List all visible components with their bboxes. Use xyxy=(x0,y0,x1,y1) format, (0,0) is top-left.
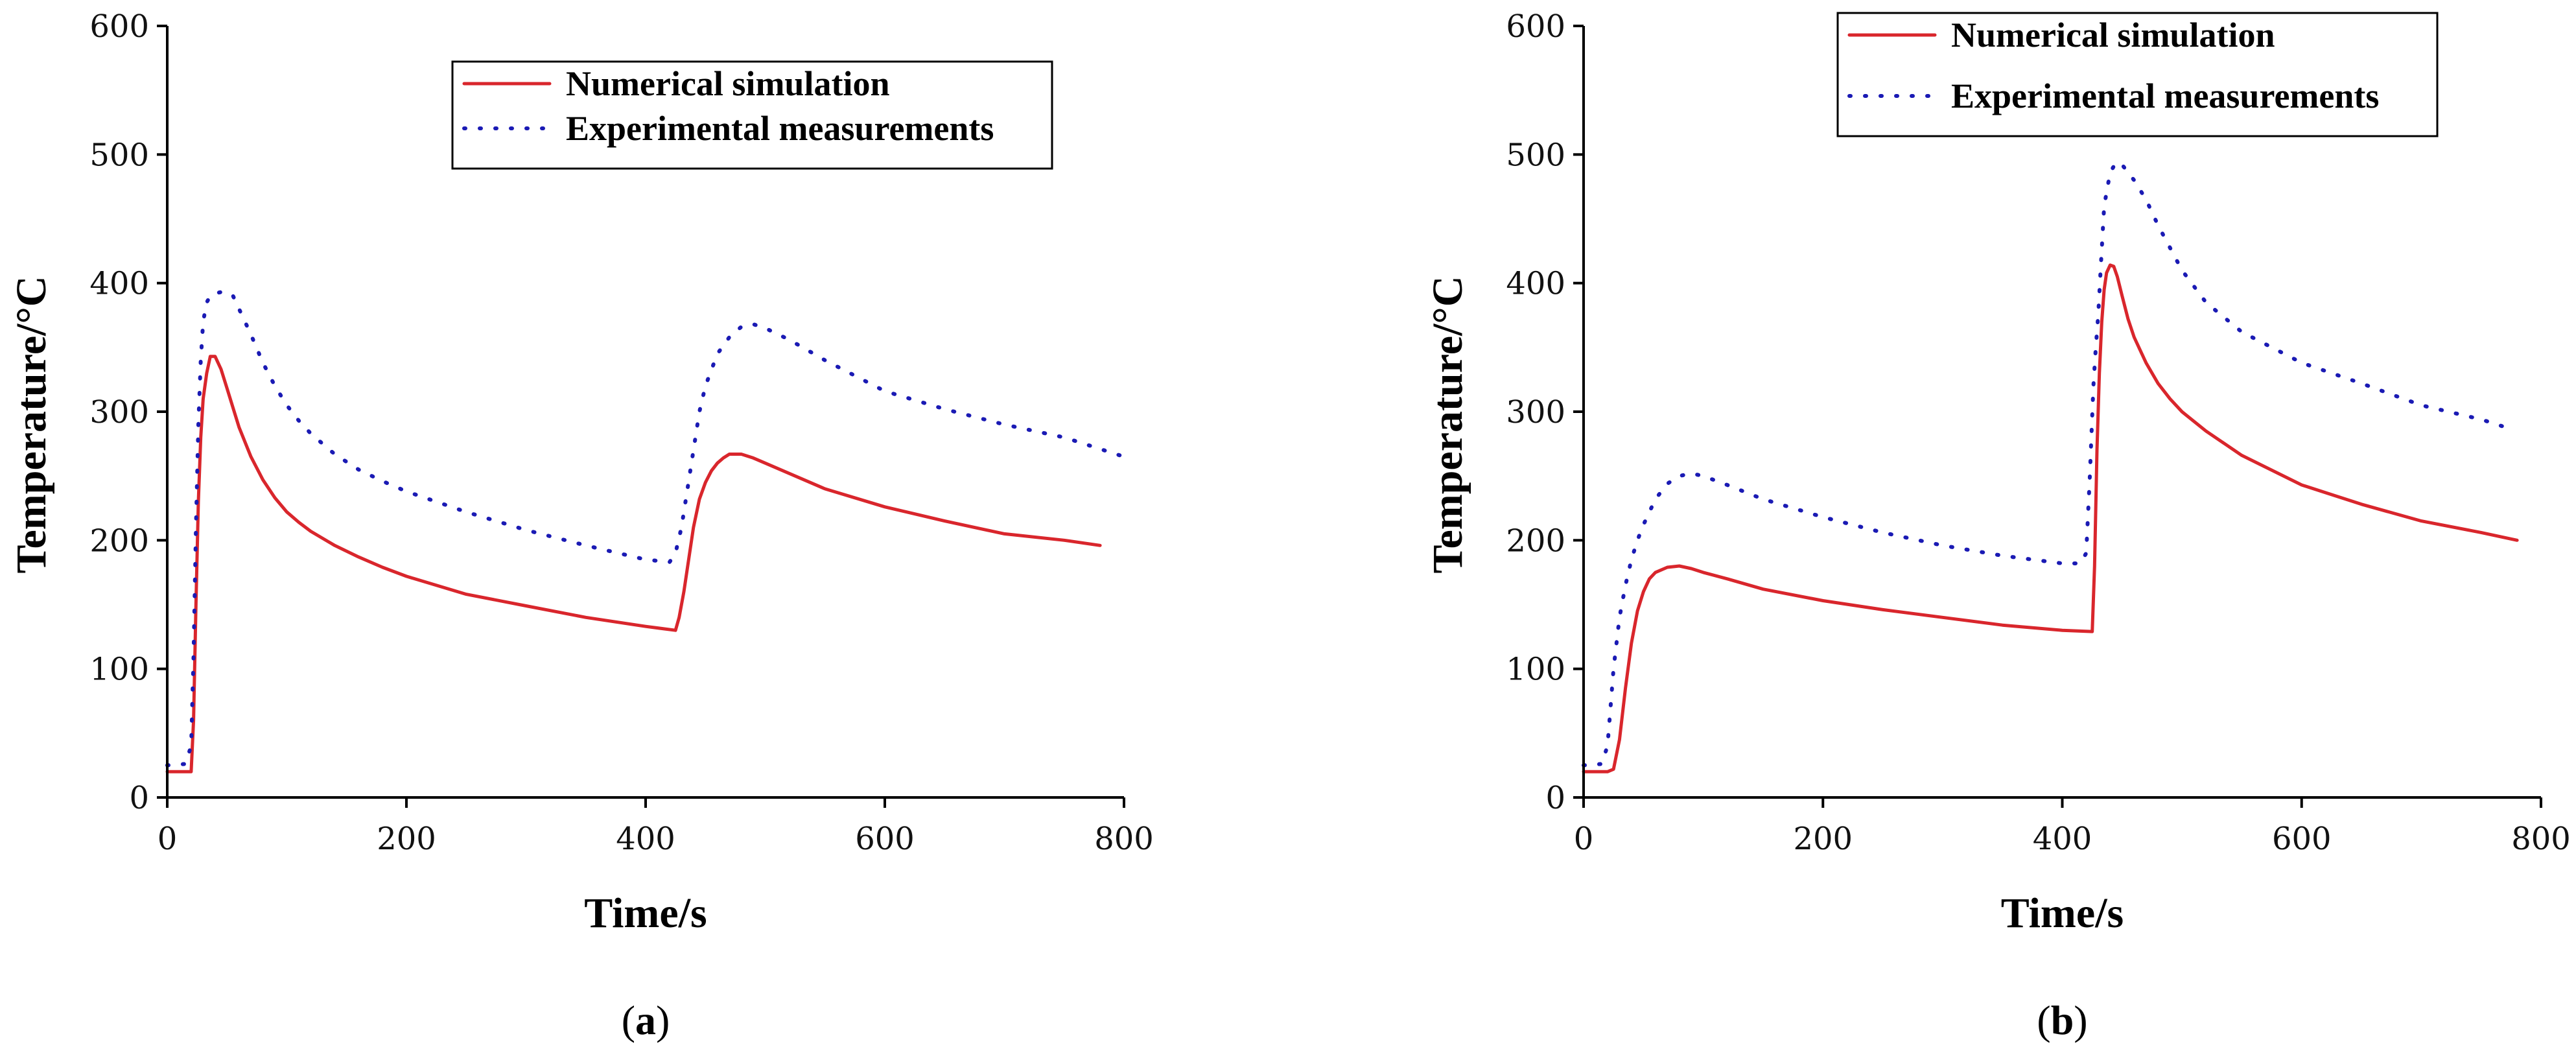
series-line-experimental xyxy=(165,290,1126,768)
x-tick-label: 200 xyxy=(1793,821,1853,857)
caption-paren-open: ( xyxy=(622,997,635,1043)
x-tick-label: 800 xyxy=(1094,821,1154,857)
x-tick-label: 200 xyxy=(377,821,436,857)
x-tick-label: 400 xyxy=(2033,821,2092,857)
legend-box xyxy=(1836,12,2439,137)
y-tick-label: 500 xyxy=(1506,137,1565,173)
y-tick-label: 600 xyxy=(1506,8,1565,45)
legend-box xyxy=(451,60,1053,170)
y-tick-label: 300 xyxy=(89,394,149,430)
panel-caption: (b) xyxy=(2037,997,2087,1043)
legend: Numerical simulation Experimental measure… xyxy=(451,60,1053,170)
caption-letter: a xyxy=(635,997,656,1043)
legend-label-experimental: Experimental measurements xyxy=(1951,77,2379,115)
x-axis-title: Time/s xyxy=(584,890,707,937)
y-tick-label: 300 xyxy=(1506,394,1565,430)
caption-paren-open: ( xyxy=(2037,997,2050,1043)
y-tick-label: 500 xyxy=(89,137,149,173)
chart-panel-a: 0 100 200 300 400 500 600 0 200 400 600 800 Time/s Te… xyxy=(8,8,1154,1043)
y-axis-title: Temperature/°C xyxy=(1424,276,1471,573)
x-tick-label: 0 xyxy=(158,821,178,857)
caption-paren-close: ) xyxy=(656,997,670,1043)
legend-label-numerical: Numerical simulation xyxy=(1951,16,2275,54)
caption-letter: b xyxy=(2051,997,2074,1043)
caption-paren-close: ) xyxy=(2074,997,2087,1043)
y-tick-label: 200 xyxy=(1506,523,1565,559)
legend-label-experimental: Experimental measurements xyxy=(566,109,994,148)
x-tick-label: 800 xyxy=(2511,821,2571,857)
series-line-numerical xyxy=(1582,263,2519,773)
series-line-experimental xyxy=(1582,160,2507,768)
y-axis-title: Temperature/°C xyxy=(8,276,55,573)
x-axis-title: Time/s xyxy=(2001,890,2124,937)
y-tick-label: 400 xyxy=(89,266,149,302)
y-tick-label: 200 xyxy=(89,523,149,559)
series-line-numerical xyxy=(165,355,1102,773)
y-tick-label: 600 xyxy=(89,8,149,45)
y-tick-label: 100 xyxy=(1506,652,1565,688)
y-tick-label: 0 xyxy=(129,780,149,816)
x-tick-label: 400 xyxy=(616,821,675,857)
y-tick-label: 400 xyxy=(1506,266,1565,302)
legend-label-numerical: Numerical simulation xyxy=(566,64,889,103)
x-tick-label: 600 xyxy=(855,821,915,857)
x-tick-label: 0 xyxy=(1574,821,1594,857)
chart-panel-b: 0 100 200 300 400 500 600 0 200 400 600 800 Time/s Te… xyxy=(1424,8,2571,1043)
y-tick-label: 100 xyxy=(89,652,149,688)
x-tick-label: 600 xyxy=(2272,821,2332,857)
panel-caption: (a) xyxy=(622,997,670,1043)
legend: Numerical simulation Experimental measure… xyxy=(1836,12,2439,137)
y-tick-label: 0 xyxy=(1545,780,1565,816)
